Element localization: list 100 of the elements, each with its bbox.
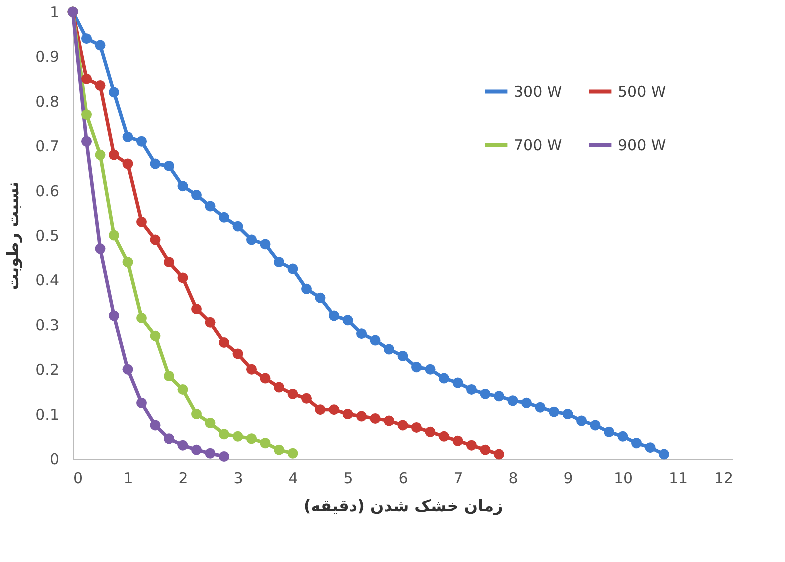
point [178,384,188,395]
point [205,317,216,328]
point [178,272,188,284]
point [122,257,134,268]
point [219,338,230,348]
point [260,438,271,449]
point [342,315,354,326]
y-tick-label: 0.6 [36,182,60,200]
y-tick-label: 0.7 [36,138,60,156]
point [260,239,271,250]
point [302,284,312,294]
x-tick-label: 5 [344,470,354,488]
point [425,364,436,375]
x-tick-label: 3 [234,470,244,488]
point [452,436,464,446]
y-tick-label: 0.8 [36,92,60,111]
x-tick-label: 4 [288,470,298,488]
point [109,230,120,241]
point [178,440,188,451]
x-tick-label: 12 [714,470,734,488]
point [452,378,464,388]
point [95,40,106,51]
point [274,257,284,268]
y-tick-label: 0.9 [36,48,60,66]
point [288,448,298,459]
x-tick-label: 7 [454,470,464,488]
point [150,330,161,342]
x-tick-label: 2 [178,470,188,488]
point [645,442,656,454]
point [192,190,202,201]
point [232,431,244,442]
y-tick-label: 0.4 [36,272,60,290]
point [494,391,504,402]
x-tick-label: 0 [74,470,84,488]
point [136,398,147,408]
point [342,409,354,420]
point [315,292,326,304]
point [329,310,340,322]
point [425,426,436,438]
point [109,310,120,322]
legend-label: 500 W [618,82,666,101]
point [439,431,450,442]
point [82,110,92,120]
point [205,418,216,428]
point [466,384,477,395]
point [370,335,381,346]
y-tick-label: 0 [50,450,60,468]
point [535,402,546,413]
point [95,80,106,91]
point [384,344,394,355]
point [260,373,271,384]
point [192,304,202,314]
point [150,158,161,170]
point [178,181,188,192]
point [246,364,257,375]
point [315,404,326,416]
legend-label: 900 W [618,136,666,154]
point [246,234,257,246]
x-tick-label: 8 [508,470,518,488]
point [205,448,216,459]
point [109,87,120,98]
point [398,420,408,431]
point [412,422,422,433]
point [522,398,532,408]
y-tick-label: 0.5 [36,227,60,245]
x-tick-label: 9 [564,470,574,488]
point [384,416,394,426]
point [562,409,574,420]
point [164,160,174,172]
point [122,132,134,142]
point [274,444,284,456]
point [82,74,92,84]
point [205,201,216,212]
point [232,221,244,232]
point [164,434,174,444]
x-tick-label: 11 [668,470,688,488]
point [246,434,257,444]
point [150,420,161,431]
y-axis-title: نسبت رطوبت [4,182,23,290]
point [164,371,174,382]
point [219,452,230,462]
point [82,136,92,147]
point [122,364,134,375]
point [576,416,587,426]
x-tick-label: 10 [614,470,634,488]
point [590,420,601,431]
y-tick-label: 0.2 [36,361,60,380]
point [412,362,422,373]
point [136,216,147,228]
point [219,429,230,440]
point [288,388,298,400]
point [618,431,628,442]
point [494,449,504,460]
point [95,244,106,254]
x-tick-label: 1 [124,470,134,488]
point [466,440,477,451]
x-axis-title: زمان خشک شدن (دقیقه) [304,496,504,516]
point [82,34,92,44]
point [136,136,147,147]
point [480,388,491,400]
